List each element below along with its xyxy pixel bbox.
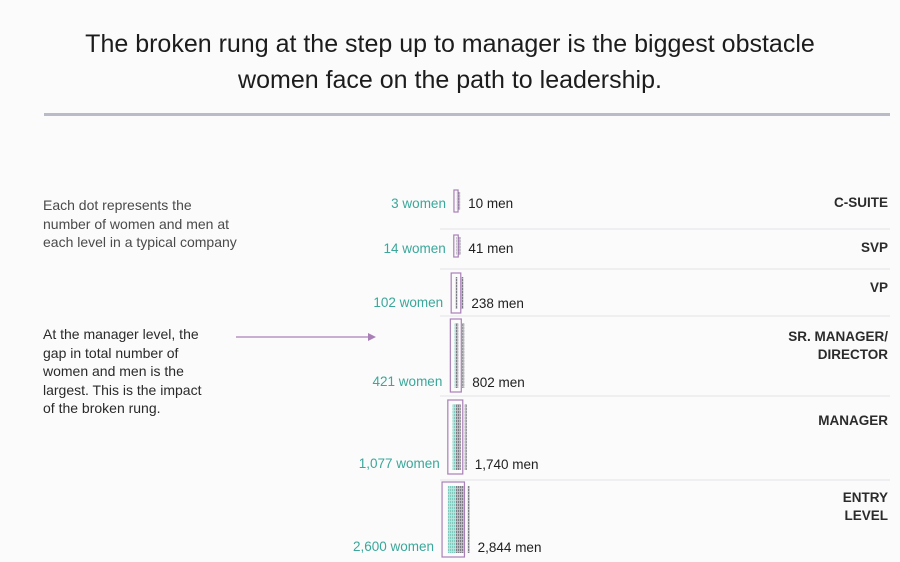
legend-note-line: number of women and men at: [43, 215, 229, 232]
level-label: LEVEL: [844, 508, 888, 523]
level-frame: [449, 318, 462, 393]
annotation-line: largest. This is the impact: [43, 381, 202, 398]
arrow-head: [368, 333, 376, 341]
level-label: MANAGER: [818, 413, 888, 428]
men-dots-overflow: [458, 192, 461, 210]
men-dots-overflow: [467, 486, 470, 553]
women-value-label: 2,600 women: [353, 539, 434, 554]
men-value-label: 41 men: [468, 241, 513, 256]
men-dots-overflow: [464, 404, 467, 470]
women-dots: [455, 277, 456, 309]
level-label: SVP: [861, 240, 888, 255]
women-value-label: 421 women: [373, 374, 443, 389]
level-frame: [441, 481, 466, 558]
men-dots-overflow: [462, 323, 465, 388]
men-dots: [456, 486, 464, 553]
level-frame: [447, 399, 464, 475]
row-separators: [440, 228, 890, 481]
chart-title: The broken rung at the step up to manage…: [0, 26, 900, 98]
level-label: C-SUITE: [834, 195, 888, 210]
men-dots-overflow: [458, 237, 461, 255]
men-value-label: 1,740 men: [475, 457, 539, 472]
men-value-label: 10 men: [468, 196, 513, 211]
women-value-label: 3 women: [391, 196, 446, 211]
title-line-2: women face on the path to leadership.: [238, 66, 662, 94]
men-value-label: 802 men: [472, 375, 525, 390]
women-dots: [447, 486, 456, 553]
women-value-label: 102 women: [373, 295, 443, 310]
women-dots: [454, 323, 456, 388]
annotation-line: women and men is the: [43, 363, 184, 379]
level-label: ENTRY: [843, 490, 888, 505]
men-dots: [456, 404, 461, 470]
level-frame: [453, 234, 459, 258]
level-label: VP: [870, 280, 888, 295]
women-value-label: 14 women: [384, 241, 446, 256]
women-value-label: 1,077 women: [359, 456, 440, 471]
level-frame: [453, 189, 459, 213]
annotation-arrow: [236, 333, 376, 341]
annotation-line: of the broken rung.: [43, 400, 161, 416]
level-label: DIRECTOR: [818, 347, 889, 362]
legend-note-line: Each dot represents the: [43, 197, 192, 213]
title-divider: [44, 113, 890, 116]
women-dots: [452, 404, 456, 470]
title-line-1: The broken rung at the step up to manage…: [85, 30, 815, 58]
men-dots: [456, 323, 459, 388]
men-value-label: 238 men: [471, 296, 524, 311]
level-label: SR. MANAGER/: [788, 329, 888, 344]
legend-note-line: each level in a typical company: [43, 234, 237, 250]
level-labels: C-SUITE SVP VP SR. MANAGER/DIRECTOR MANAGER E…: [788, 195, 888, 523]
men-dots: [456, 277, 458, 309]
annotation-line: gap in total number of: [43, 344, 179, 361]
legend-note: Each dot represents the number of women …: [43, 196, 237, 252]
men-value-label: 2,844 men: [478, 540, 542, 555]
value-labels: 3 women 10 men 14 women 41 men 102 women 238 …: [353, 196, 541, 555]
men-dots-overflow: [461, 277, 464, 309]
dot-groups: [441, 189, 470, 558]
annotation-line: At the manager level, the: [43, 326, 199, 342]
broken-rung-annotation: At the manager level, the gap in total n…: [43, 325, 201, 418]
level-frame: [450, 272, 462, 314]
